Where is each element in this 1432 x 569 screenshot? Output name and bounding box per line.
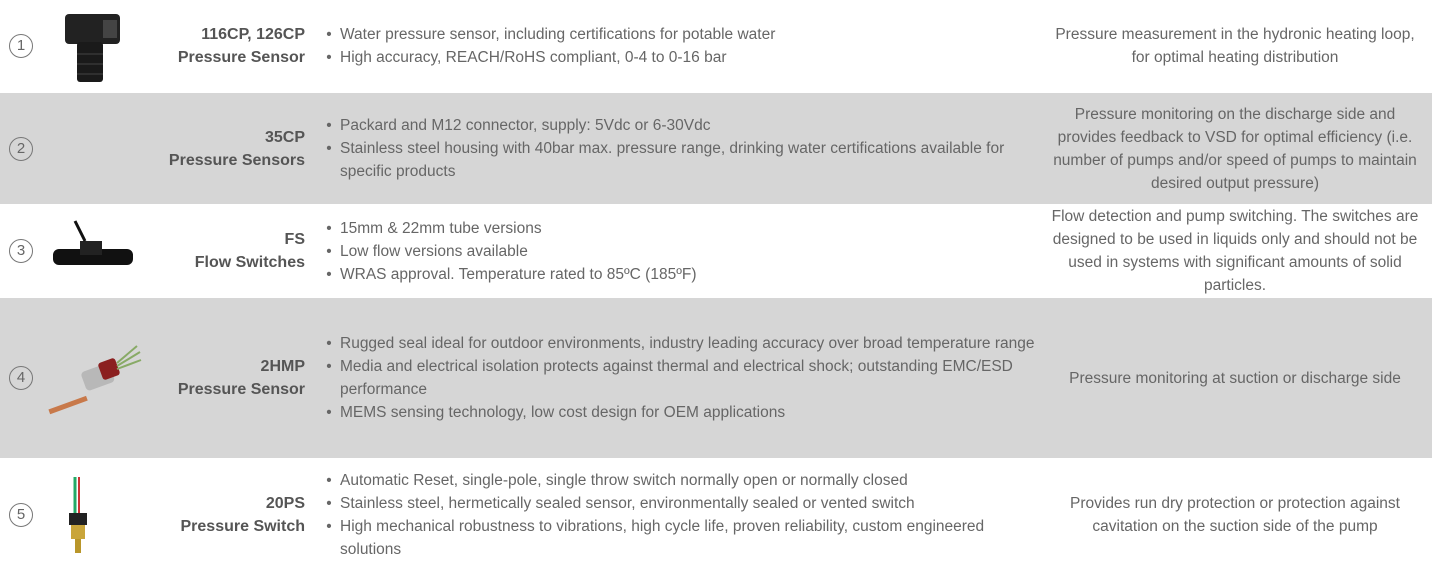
application: Pressure monitoring on the discharge sid… <box>1050 103 1420 195</box>
product-icon <box>45 6 145 86</box>
product-name: Flow Switches <box>195 254 305 271</box>
table-row: 1 116CP, 126CP Pressure Sensor Water pressu… <box>0 0 1432 92</box>
table-row: 2 35CP Pressure Sensors Packard and M12 con… <box>0 93 1432 204</box>
product-icon <box>45 211 145 291</box>
product-model: 2HMP <box>261 358 305 375</box>
product-table: 1 116CP, 126CP Pressure Sensor Water pressu… <box>0 0 1432 569</box>
feature-list: Rugged seal ideal for outdoor environmen… <box>318 332 1038 424</box>
row-number: 4 <box>9 366 33 390</box>
product-name: Pressure Switch <box>181 518 306 535</box>
feature-item: Stainless steel, hermetically sealed sen… <box>318 492 1038 515</box>
application: Pressure measurement in the hydronic hea… <box>1050 23 1420 69</box>
product-image <box>45 338 145 418</box>
feature-item: Automatic Reset, single-pole, single thr… <box>318 469 1038 492</box>
feature-list: Packard and M12 connector, supply: 5Vdc … <box>318 114 1038 183</box>
table-row: 5 20PS Pressure Switch Automatic Reset, sin… <box>0 460 1432 569</box>
product-model: FS <box>285 231 305 248</box>
feature-list: Automatic Reset, single-pole, single thr… <box>318 469 1038 561</box>
feature-item: 15mm & 22mm tube versions <box>318 217 1038 240</box>
table-row: 4 2HMP Pressure Sensor Rugged seal ideal fo… <box>0 298 1432 458</box>
product-image <box>45 6 145 86</box>
feature-item: Low flow versions available <box>318 240 1038 263</box>
application: Provides run dry protection or protectio… <box>1050 492 1420 538</box>
row-number: 1 <box>9 34 33 58</box>
feature-item: High accuracy, REACH/RoHS compliant, 0-4… <box>318 46 1038 69</box>
product-name: Pressure Sensors <box>169 152 305 169</box>
row-number: 3 <box>9 239 33 263</box>
feature-item: Rugged seal ideal for outdoor environmen… <box>318 332 1038 355</box>
feature-item: MEMS sensing technology, low cost design… <box>318 401 1038 424</box>
product-image <box>45 211 145 291</box>
row-number: 2 <box>9 137 33 161</box>
product-image <box>45 475 145 555</box>
feature-item: Packard and M12 connector, supply: 5Vdc … <box>318 114 1038 137</box>
feature-list: 15mm & 22mm tube versionsLow flow versio… <box>318 217 1038 286</box>
product-icon <box>45 475 145 555</box>
product-title: 2HMP Pressure Sensor <box>150 355 305 401</box>
row-number: 5 <box>9 503 33 527</box>
product-title: 35CP Pressure Sensors <box>150 126 305 172</box>
product-title: FS Flow Switches <box>150 228 305 274</box>
product-name: Pressure Sensor <box>178 381 305 398</box>
feature-item: Media and electrical isolation protects … <box>318 355 1038 401</box>
application: Flow detection and pump switching. The s… <box>1050 205 1420 297</box>
feature-item: Stainless steel housing with 40bar max. … <box>318 137 1038 183</box>
feature-item: High mechanical robustness to vibrations… <box>318 515 1038 561</box>
product-model: 20PS <box>266 495 305 512</box>
feature-list: Water pressure sensor, including certifi… <box>318 23 1038 69</box>
product-icon <box>45 338 145 418</box>
table-row: 3 FS Flow Switches 15mm & 22mm tube version… <box>0 205 1432 297</box>
feature-item: Water pressure sensor, including certifi… <box>318 23 1038 46</box>
product-title: 20PS Pressure Switch <box>150 492 305 538</box>
product-title: 116CP, 126CP Pressure Sensor <box>150 23 305 69</box>
product-model: 116CP, 126CP <box>201 26 305 43</box>
product-model: 35CP <box>265 129 305 146</box>
product-name: Pressure Sensor <box>178 49 305 66</box>
application: Pressure monitoring at suction or discha… <box>1050 367 1420 390</box>
feature-item: WRAS approval. Temperature rated to 85ºC… <box>318 263 1038 286</box>
